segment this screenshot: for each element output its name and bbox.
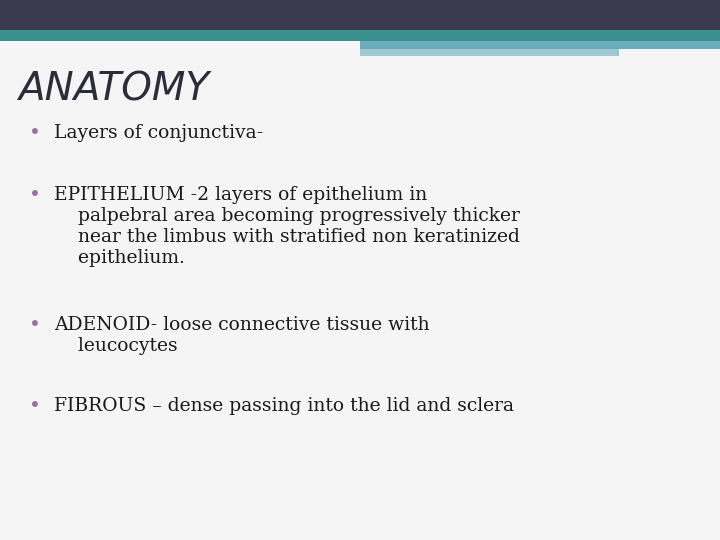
Bar bbox=[360, 49, 619, 56]
Bar bbox=[0, 30, 720, 40]
Text: ANATOMY: ANATOMY bbox=[18, 70, 209, 108]
Text: •: • bbox=[29, 316, 40, 335]
Bar bbox=[0, 0, 720, 30]
Text: EPITHELIUM -2 layers of epithelium in
    palpebral area becoming progressively : EPITHELIUM -2 layers of epithelium in pa… bbox=[54, 186, 520, 267]
Text: Layers of conjunctiva-: Layers of conjunctiva- bbox=[54, 124, 263, 142]
Text: ADENOID- loose connective tissue with
    leucocytes: ADENOID- loose connective tissue with le… bbox=[54, 316, 430, 355]
Text: •: • bbox=[29, 186, 40, 205]
Text: FIBROUS – dense passing into the lid and sclera: FIBROUS – dense passing into the lid and… bbox=[54, 397, 514, 415]
Bar bbox=[360, 40, 720, 49]
Text: •: • bbox=[29, 124, 40, 143]
Text: •: • bbox=[29, 397, 40, 416]
